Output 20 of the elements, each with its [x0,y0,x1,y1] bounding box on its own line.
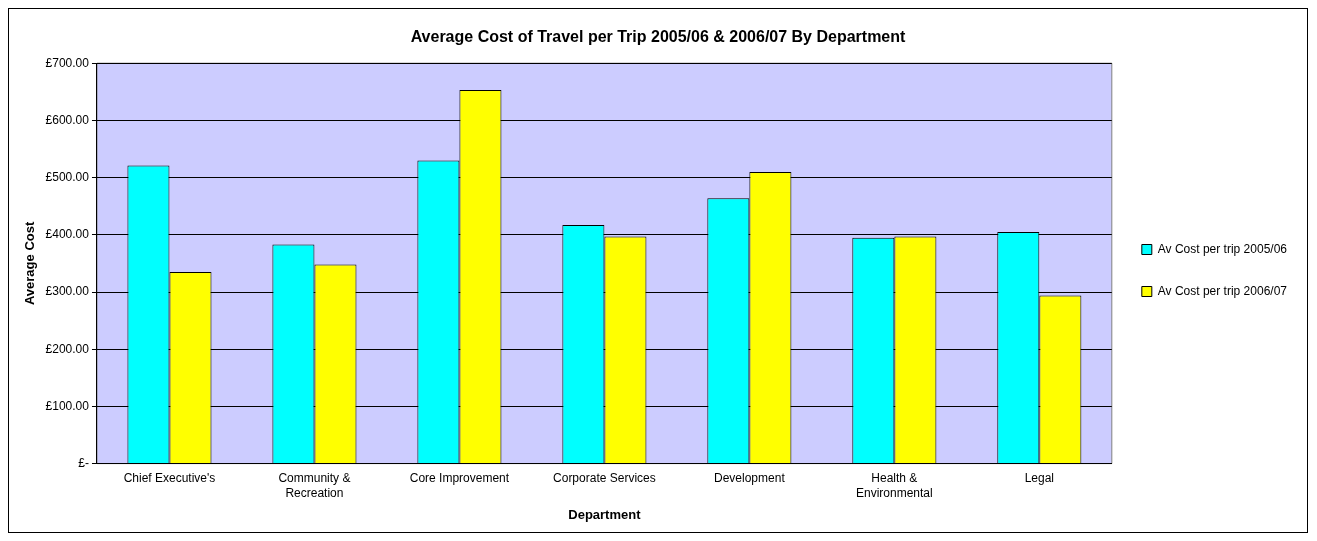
y-tick-label: £100.00 [45,398,90,413]
y-tick-label: £500.00 [45,169,90,184]
y-tick-label: £200.00 [45,341,90,356]
x-tick-label: Health & Environmental [855,471,933,500]
x-axis-title: Department [568,506,642,522]
x-tick-label: Legal [1024,471,1055,486]
y-axis-title: Average Cost [22,221,38,306]
legend-label: Av Cost per trip 2006/07 [1157,283,1288,298]
y-tick-label: £- [78,455,89,470]
x-tick-label: Corporate Services [553,471,656,486]
legend-label: Av Cost per trip 2005/06 [1157,241,1288,256]
x-tick-label: Core Improvement [409,471,510,486]
x-tick-label: Chief Executive's [123,471,216,486]
y-tick-label: £300.00 [45,284,90,299]
chart-title: Average Cost of Travel per Trip 2005/06 & 2006/07 By Department [410,28,907,46]
y-tick-label: £600.00 [45,112,90,127]
x-tick-label: Community & Recreation [278,471,351,500]
y-tick-label: £700.00 [45,55,90,70]
x-tick-label: Development [714,471,786,486]
y-tick-label: £400.00 [45,227,90,242]
